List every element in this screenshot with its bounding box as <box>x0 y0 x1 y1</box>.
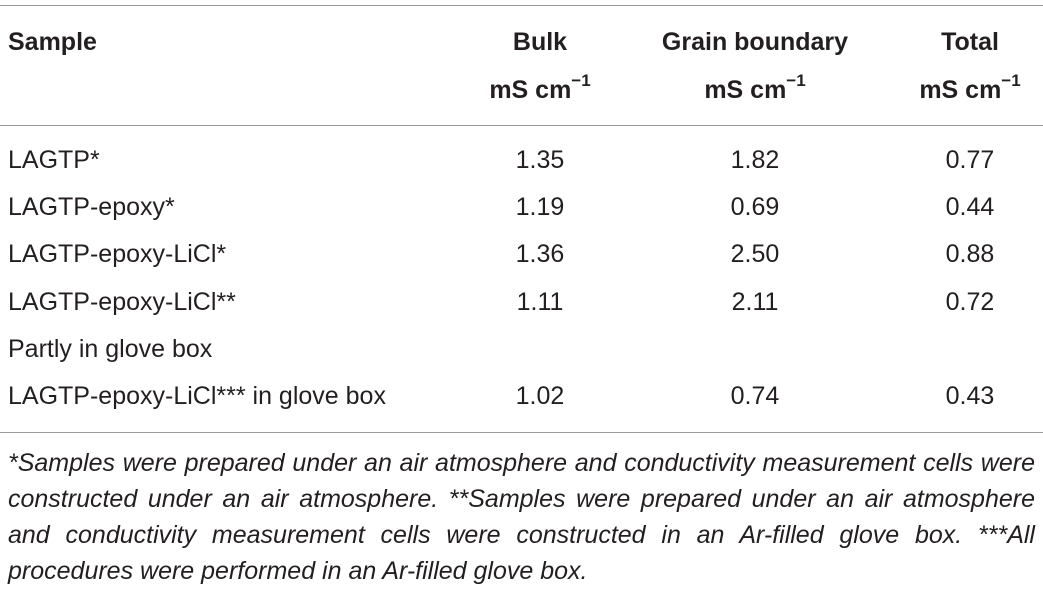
top-rule <box>0 5 1043 6</box>
value-cell: 0.72 <box>945 287 995 316</box>
header-rule <box>0 125 1043 126</box>
unit-exponent: −1 <box>786 70 806 90</box>
value-cell: 0.43 <box>945 382 995 410</box>
value-cell: 1.11 <box>516 287 564 316</box>
column-header: Sample <box>8 28 97 56</box>
sample-name: LAGTP-epoxy-LiCl*** in glove box <box>8 382 386 410</box>
value-cell: 0.69 <box>730 193 780 222</box>
sample-name: LAGTP* <box>8 146 100 174</box>
value-cell: 1.82 <box>730 146 780 174</box>
column-unit: mS cm−1 <box>470 72 610 105</box>
footnote: *Samples were prepared under an air atmo… <box>8 449 1035 585</box>
value-cell: 1.19 <box>515 193 565 222</box>
value-cell: 2.11 <box>731 287 779 316</box>
value-cell: 1.02 <box>515 382 565 410</box>
column-header: Total <box>941 28 999 56</box>
unit-text: mS cm <box>919 76 1002 104</box>
value-cell: 1.35 <box>515 146 565 174</box>
value-cell: 1.36 <box>515 240 565 269</box>
unit-text: mS cm <box>704 76 787 104</box>
sample-name: LAGTP-epoxy-LiCl** <box>8 287 236 316</box>
value-cell: 0.88 <box>945 240 995 269</box>
bottom-rule <box>0 432 1043 433</box>
column-unit: mS cm−1 <box>640 72 870 105</box>
value-cell: 0.74 <box>730 382 780 410</box>
sample-name: LAGTP-epoxy* <box>8 193 175 222</box>
value-cell: 2.50 <box>730 240 780 269</box>
value-cell: 0.44 <box>945 193 995 222</box>
unit-exponent: −1 <box>1001 70 1021 90</box>
unit-exponent: −1 <box>571 70 591 90</box>
unit-text: mS cm <box>489 76 572 104</box>
sample-name: Partly in glove box <box>8 334 213 363</box>
column-header: Bulk <box>512 28 568 56</box>
value-cell: 0.77 <box>945 146 995 174</box>
column-unit: mS cm−1 <box>900 72 1040 105</box>
sample-name: LAGTP-epoxy-LiCl* <box>8 240 227 269</box>
column-header: Grain boundary <box>661 28 849 56</box>
